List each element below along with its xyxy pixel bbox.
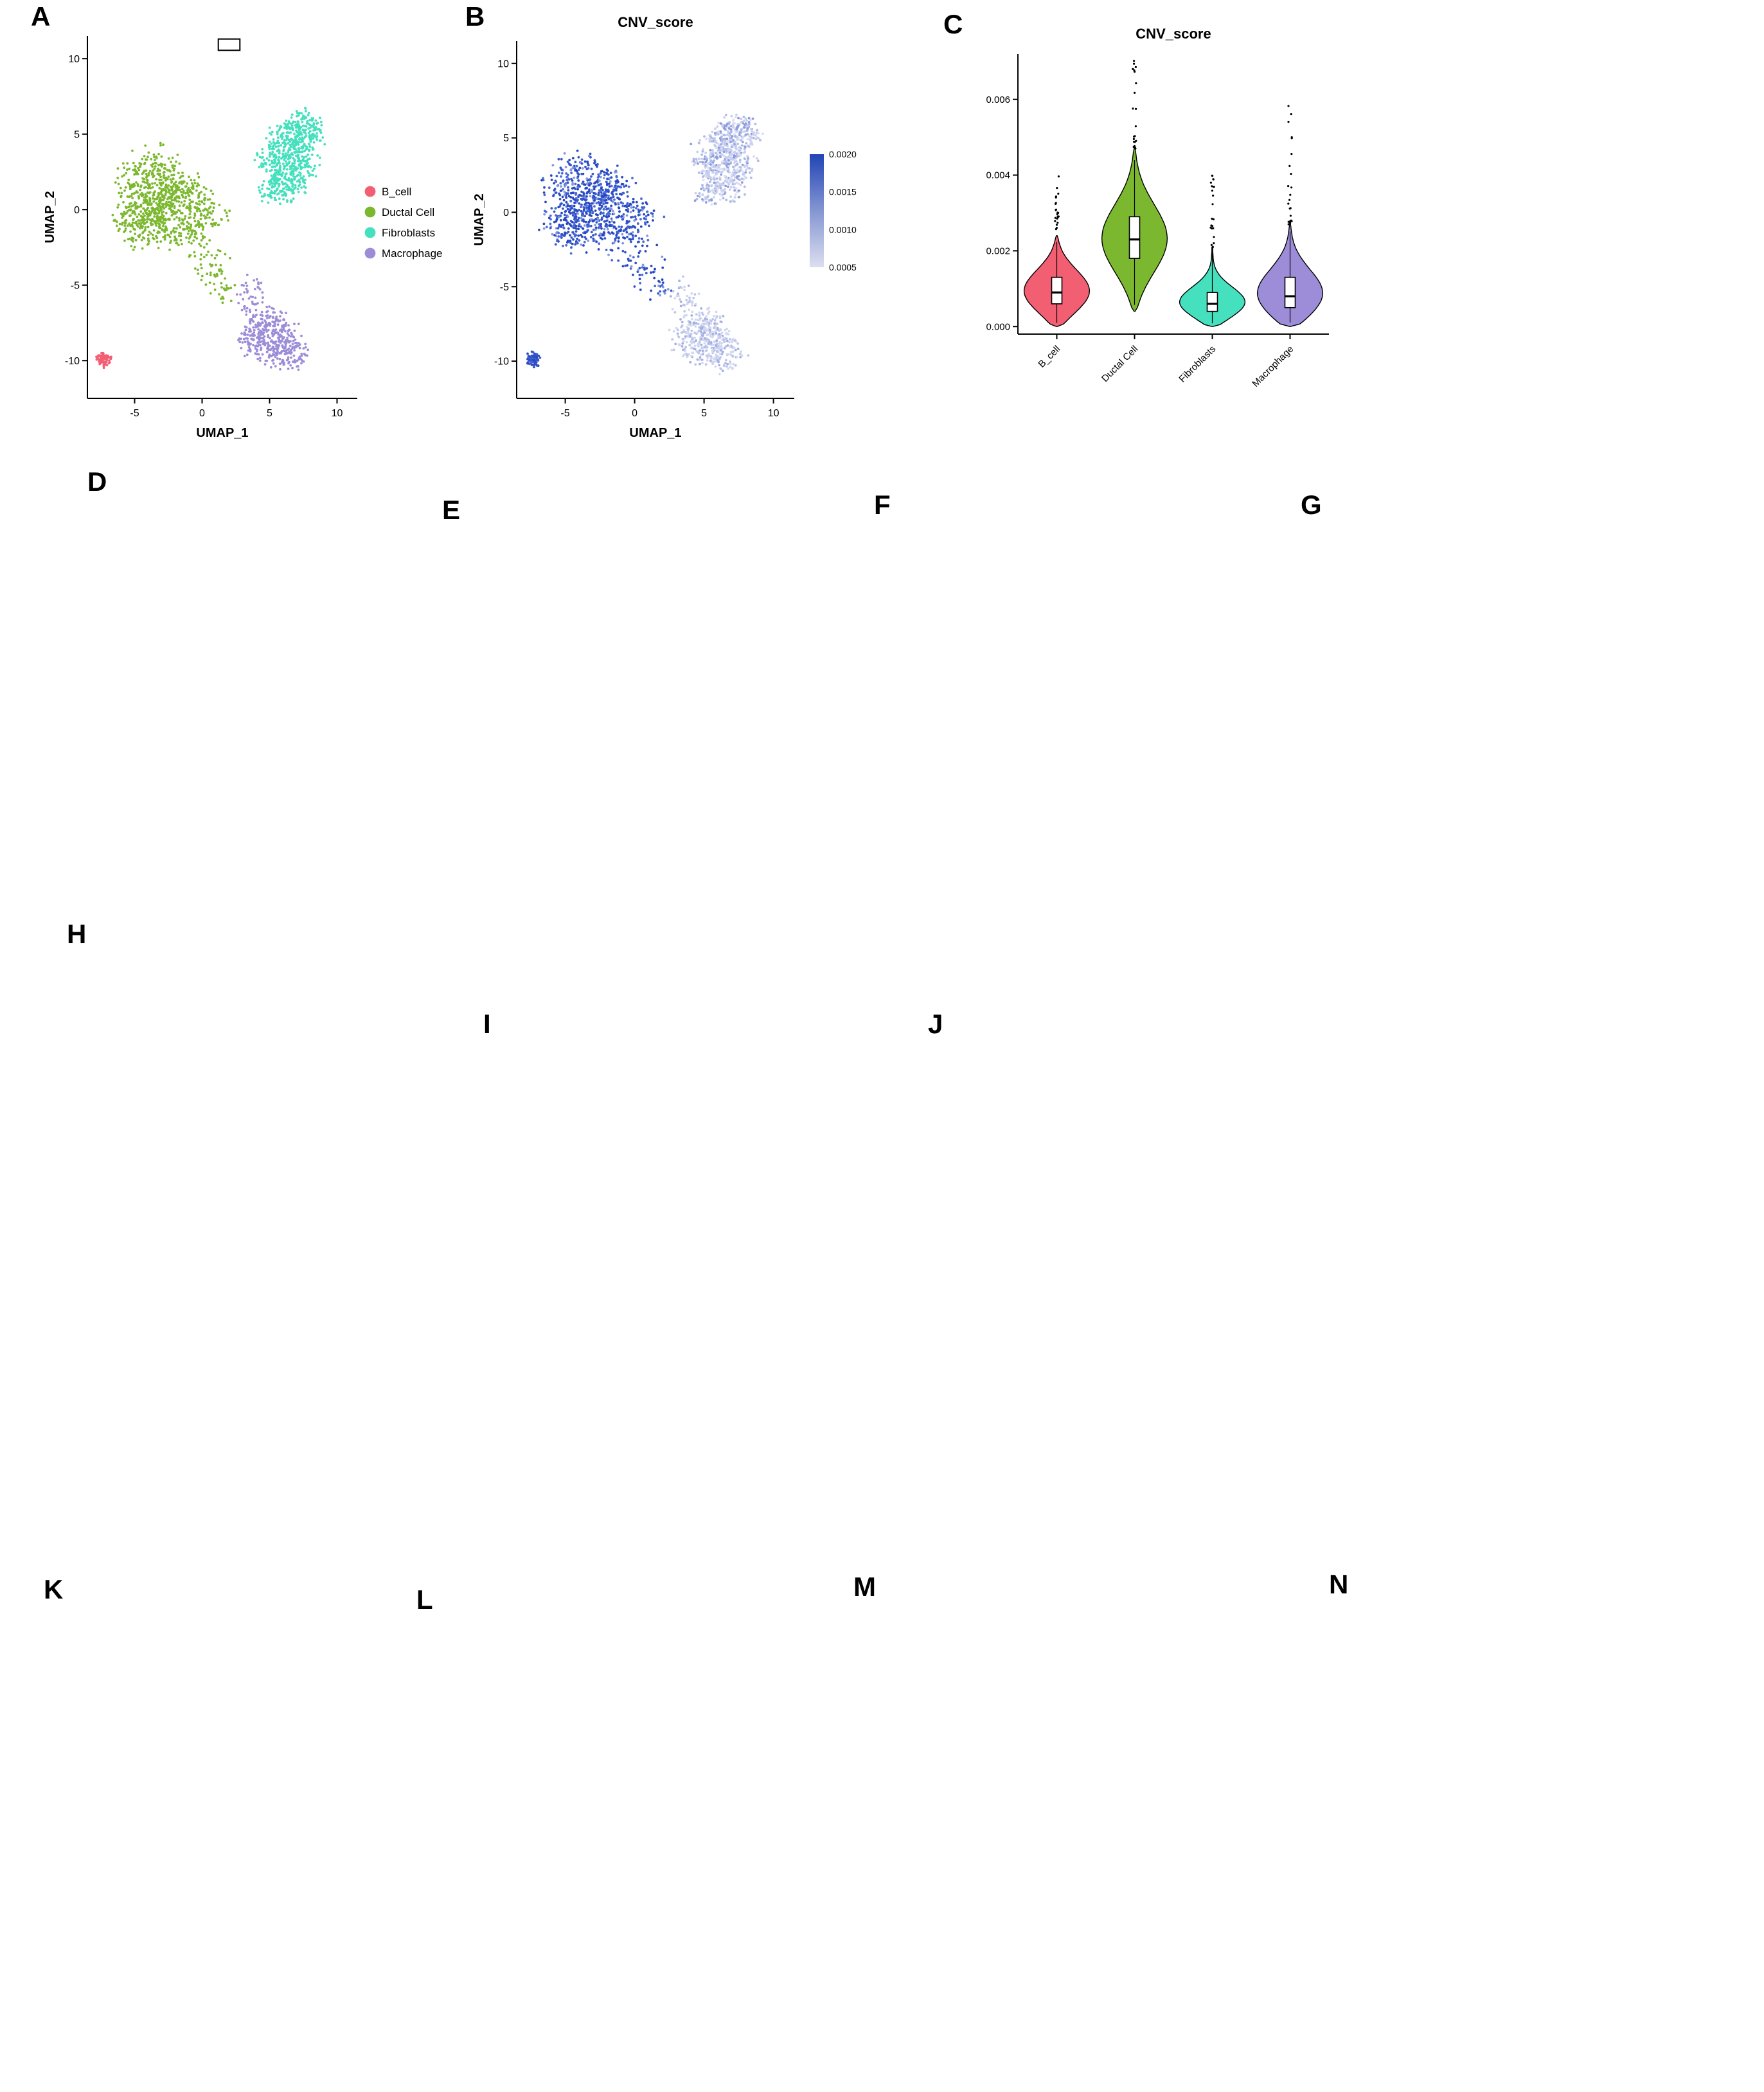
svg-text:0.0010: 0.0010 xyxy=(829,224,857,235)
svg-text:Fibroblasts: Fibroblasts xyxy=(382,227,435,239)
svg-text:UMAP_1: UMAP_1 xyxy=(629,426,681,440)
kegg-enrichment-chart-n xyxy=(1321,1565,1707,1758)
svg-text:10: 10 xyxy=(497,58,509,69)
f3-dotplot-3clusters-chart xyxy=(26,1575,411,1768)
svg-text:-10: -10 xyxy=(65,356,80,367)
svg-text:UMAP_1: UMAP_1 xyxy=(196,426,248,440)
svg-text:0: 0 xyxy=(199,408,205,419)
tsne-ductal-chart xyxy=(1288,488,1673,681)
svg-text:0: 0 xyxy=(632,408,637,419)
svg-text:10: 10 xyxy=(332,408,343,419)
svg-text:5: 5 xyxy=(503,133,509,144)
svg-text:Macrophage: Macrophage xyxy=(1250,344,1296,389)
svg-text:0.006: 0.006 xyxy=(986,94,1010,105)
svg-text:B_cell: B_cell xyxy=(1036,344,1062,370)
svg-text:0.0005: 0.0005 xyxy=(829,262,857,272)
svg-text:0: 0 xyxy=(74,205,80,216)
panel-label-h: H xyxy=(67,920,87,950)
panel-label-g: G xyxy=(1301,491,1322,520)
svg-text:-5: -5 xyxy=(130,408,139,419)
cluster-percent-bar-3samples-chart xyxy=(871,491,1257,684)
panel-label-c: C xyxy=(943,10,963,40)
svg-text:5: 5 xyxy=(267,408,272,419)
panel-label-k: K xyxy=(44,1575,64,1605)
panel-label-b: B xyxy=(465,3,485,32)
svg-text:Ductal Cell: Ductal Cell xyxy=(1100,344,1140,384)
svg-text:0.0015: 0.0015 xyxy=(829,187,857,197)
svg-text:-5: -5 xyxy=(71,280,80,291)
svg-text:UMAP_2: UMAP_2 xyxy=(472,193,486,245)
svg-text:10: 10 xyxy=(768,408,780,419)
svg-text:5: 5 xyxy=(74,129,80,140)
svg-text:5: 5 xyxy=(701,408,707,419)
cnv-violin-ductal3-chart xyxy=(440,486,825,678)
panel-label-f: F xyxy=(874,491,891,520)
svg-text:0.000: 0.000 xyxy=(986,321,1010,332)
svg-text:CNV_score: CNV_score xyxy=(1136,26,1211,42)
svg-text:Fibroblasts: Fibroblasts xyxy=(1177,344,1218,385)
cluster-percent-bar-6samples-chart xyxy=(925,1010,1311,1203)
svg-text:-10: -10 xyxy=(494,357,509,368)
svg-text:Macrophage: Macrophage xyxy=(382,247,443,260)
dotplot-ductal3-chart xyxy=(69,470,455,663)
panel-label-i: I xyxy=(483,1010,491,1040)
svg-text:0.004: 0.004 xyxy=(986,170,1010,181)
svg-text:-5: -5 xyxy=(500,282,509,293)
panel-label-n: N xyxy=(1329,1570,1349,1600)
panel-label-m: M xyxy=(853,1573,876,1602)
panel-label-l: L xyxy=(416,1586,433,1615)
svg-text:-5: -5 xyxy=(560,408,569,419)
cnv-violin-celltype-chart: 0.000 0.002 0.004 0.006 CNV_score B_cell Ducta… xyxy=(986,26,1329,389)
dotplot-ductal4-chart xyxy=(64,920,450,1113)
svg-text:Ductal Cell: Ductal Cell xyxy=(382,206,434,218)
svg-text:UMAP_2: UMAP_2 xyxy=(43,191,57,243)
svg-text:10: 10 xyxy=(68,54,80,65)
svg-text:0: 0 xyxy=(503,208,509,218)
kegg-enrichment-chart-m xyxy=(838,1568,1224,1760)
svg-text:B_cell: B_cell xyxy=(382,186,411,198)
panel-label-a: A xyxy=(31,3,51,32)
panel-label-j: J xyxy=(928,1010,943,1040)
umap-cnv-score-chart: -5 0 5 10 -10 -5 0 5 10 CNV_score UMAP_1 UMAP_2 0.00… xyxy=(472,14,857,440)
svg-text:0.002: 0.002 xyxy=(986,246,1010,257)
cnv-violin-ductal4-chart xyxy=(470,1002,856,1195)
panel-label-e: E xyxy=(442,496,461,526)
panel-label-d: D xyxy=(87,468,107,497)
svg-text:0.0020: 0.0020 xyxy=(829,149,857,159)
umap-celltype-chart: -5 0 5 10 -10 -5 0 5 10 UMAP_1 UMAP_2 B_cell Ductal … xyxy=(43,36,443,440)
svg-text:CNV_score: CNV_score xyxy=(618,14,693,30)
f3-dotplot-4clusters-chart xyxy=(398,1581,784,1773)
